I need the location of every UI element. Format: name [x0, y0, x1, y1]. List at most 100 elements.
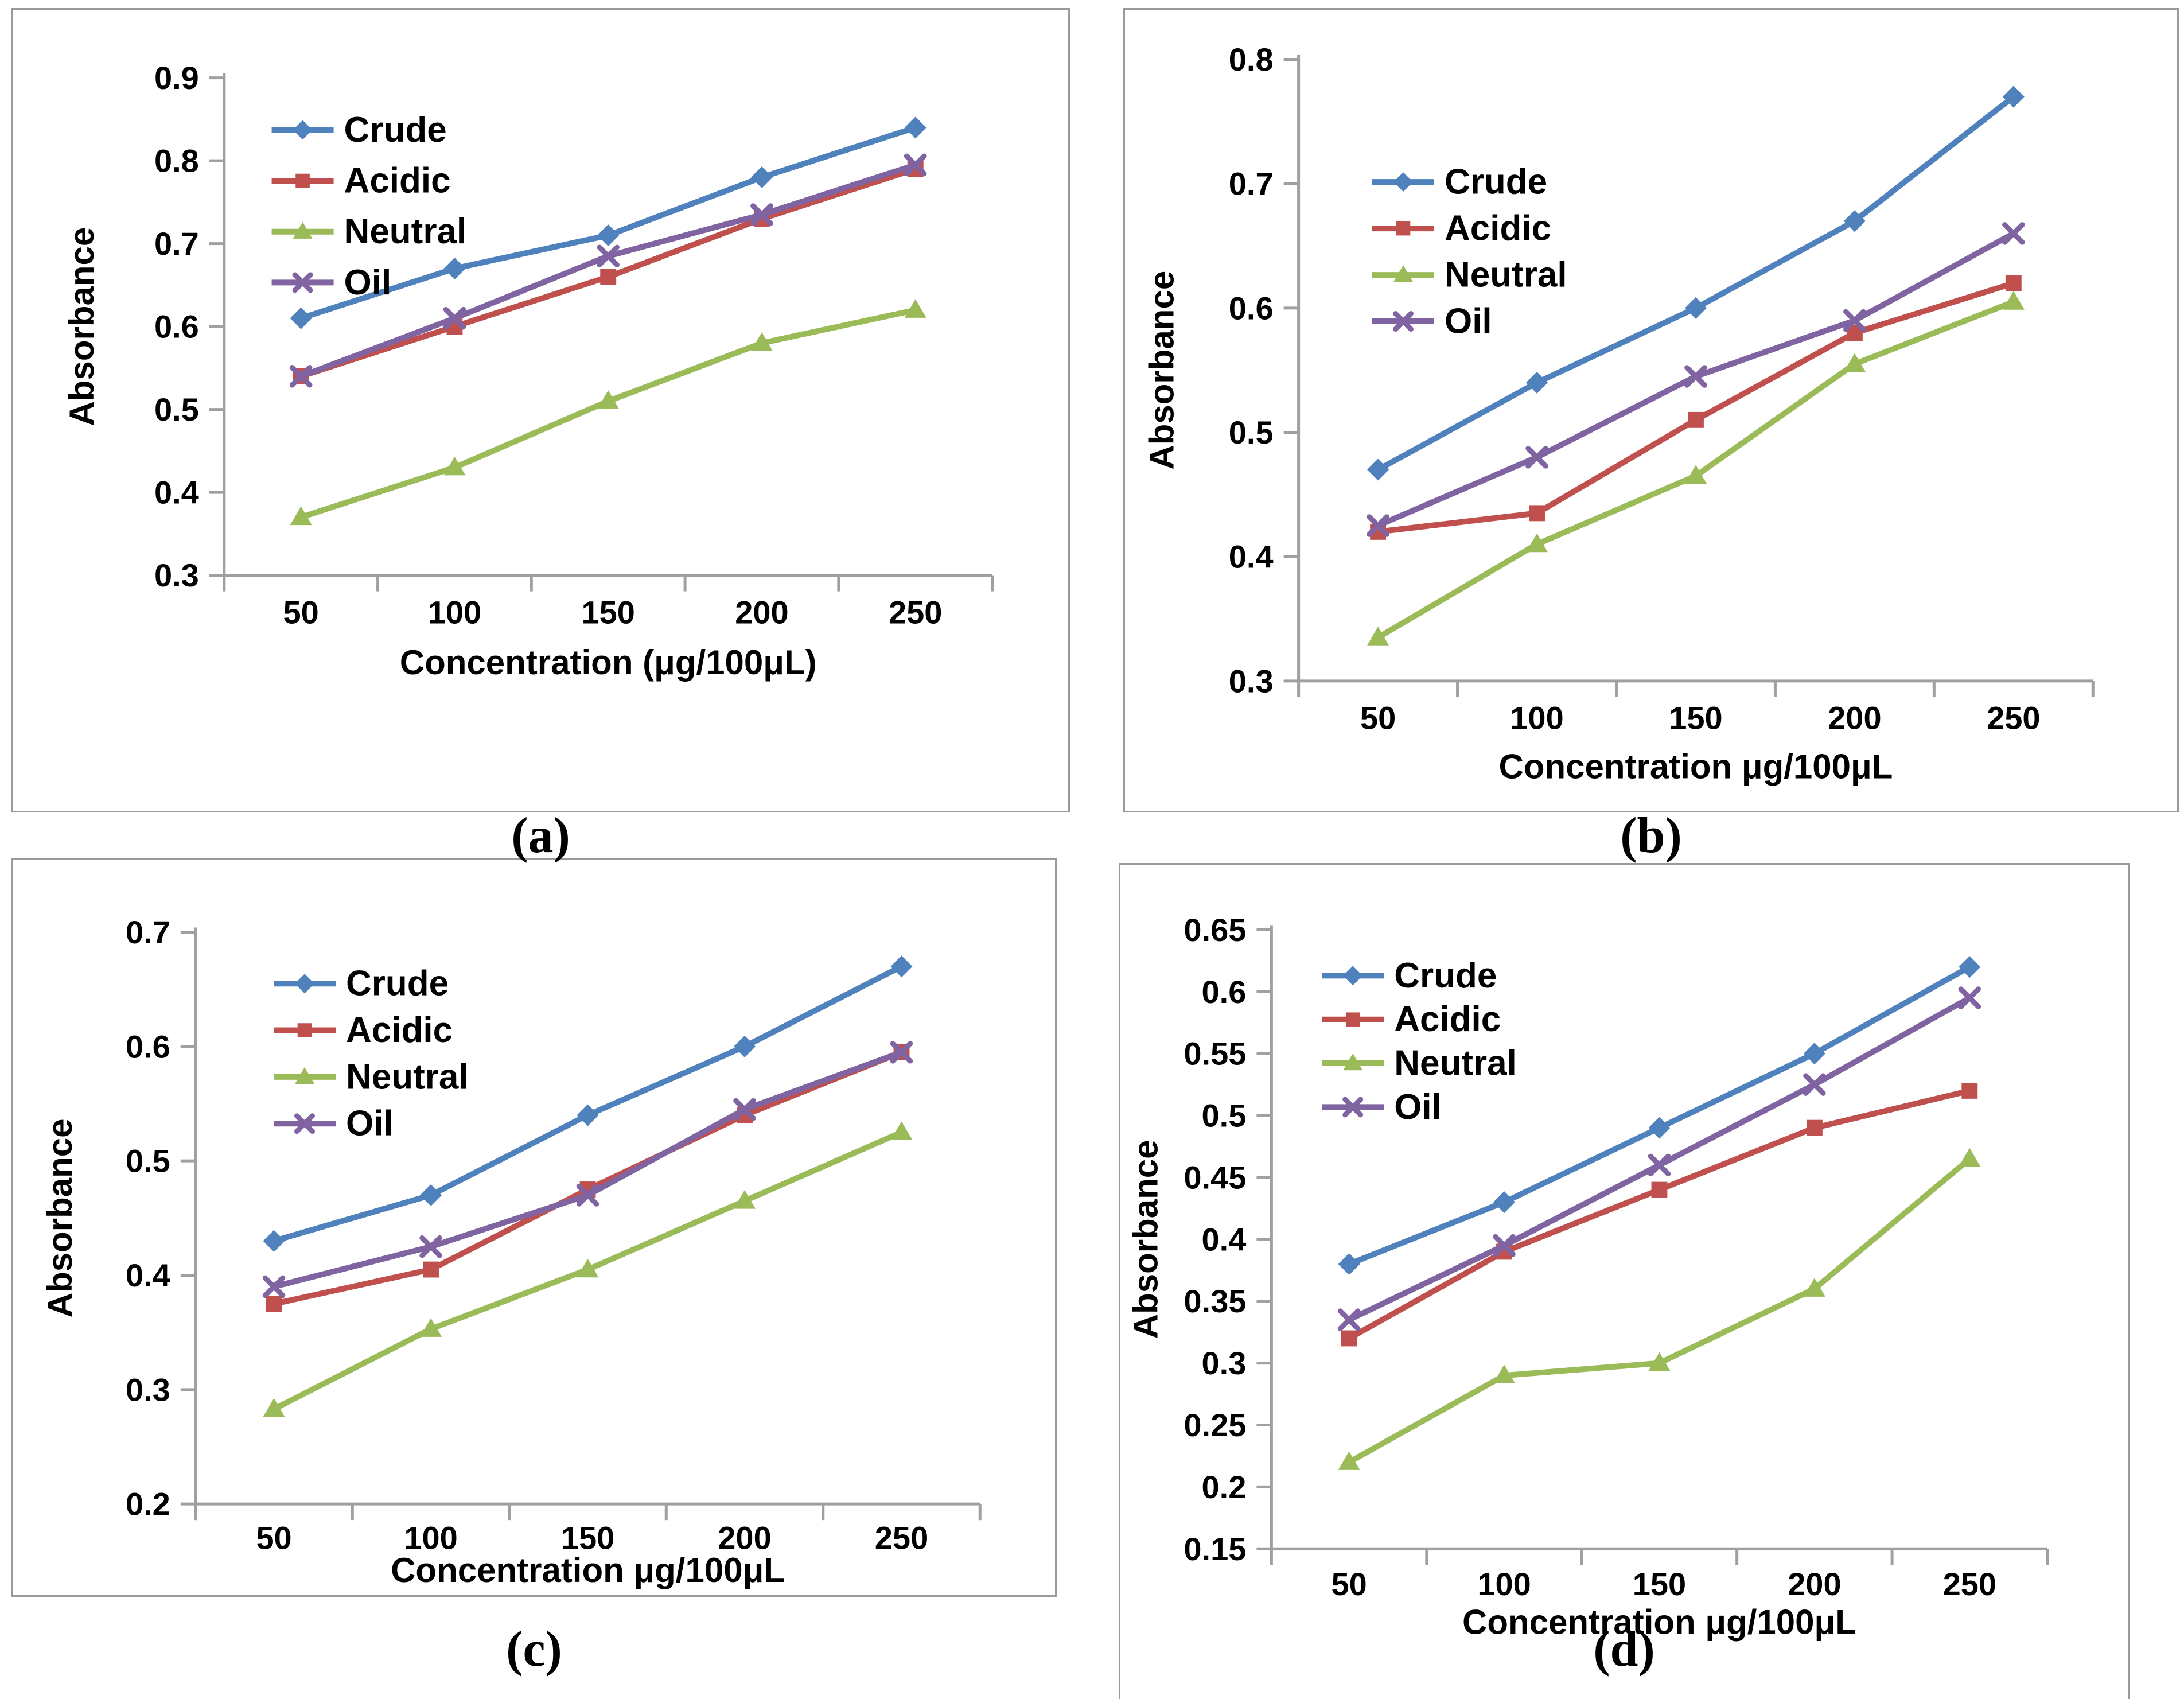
series-crude: [290, 116, 926, 329]
series-neutral: [263, 1121, 913, 1417]
x-tick-label: 100: [404, 1520, 457, 1556]
series-neutral: [1367, 291, 2025, 646]
legend-label: Crude: [346, 964, 449, 1004]
legend: Crude Acidic Neutral Oil: [1372, 162, 1567, 341]
marker-diamond: [750, 166, 773, 189]
marker-diamond: [295, 974, 314, 994]
marker-diamond: [1843, 210, 1866, 232]
marker-triangle: [2002, 291, 2025, 310]
marker-triangle: [1493, 1364, 1516, 1383]
series-crude: [1367, 85, 2025, 481]
y-tick-label: 0.3: [1202, 1345, 1247, 1381]
marker-diamond: [1526, 371, 1548, 394]
marker-x: [443, 306, 466, 330]
legend-item-crude: Crude: [271, 110, 447, 150]
x-tick-label: 100: [428, 594, 481, 630]
marker-triangle: [293, 221, 313, 239]
axes: 0.15 0.2 0.25 0.3 0.35 0.4 0.45 0.5 0.55 0.6 0.65 5…: [1184, 912, 2049, 1602]
x-tick-label: 150: [1669, 700, 1722, 736]
panel-c: 0.2 0.3 0.4 0.5 0.6 0.7 50 100 150 200 250 Absorban…: [11, 858, 1057, 1597]
marker-diamond: [443, 257, 466, 279]
marker-x: [904, 153, 927, 177]
y-tick-label: 0.45: [1184, 1159, 1246, 1195]
legend-label: Acidic: [1445, 209, 1551, 248]
legend-item-crude: Crude: [1372, 162, 1547, 202]
y-axis-title: Absorbance: [1126, 1140, 1165, 1339]
legend-label: Neutral: [344, 212, 467, 251]
marker-triangle: [1338, 1451, 1360, 1470]
series-oil: [289, 153, 927, 388]
marker-diamond: [1959, 956, 1981, 978]
marker-x: [1337, 1308, 1361, 1331]
series-oil: [1337, 986, 1981, 1331]
legend-item-neutral: Neutral: [271, 212, 467, 251]
chart-c: 0.2 0.3 0.4 0.5 0.6 0.7 50 100 150 200 250 Absorban…: [41, 914, 982, 1589]
marker-triangle: [290, 506, 312, 526]
marker-triangle: [420, 1318, 442, 1337]
legend-label: Crude: [1394, 956, 1497, 996]
chart-d: 0.15 0.2 0.25 0.3 0.35 0.4 0.45 0.5 0.55 0.6 0.65 5…: [1126, 912, 2049, 1642]
x-tick-label: 150: [1633, 1566, 1686, 1602]
marker-x: [597, 244, 620, 268]
y-tick-label: 0.4: [126, 1257, 170, 1293]
x-tick-label: 250: [889, 594, 942, 630]
legend-item-oil: Oil: [271, 263, 392, 302]
y-tick-label: 0.7: [154, 226, 199, 262]
marker-square: [295, 173, 310, 188]
marker-triangle: [890, 1121, 913, 1141]
y-tick-label: 0.6: [154, 309, 199, 345]
marker-x: [1648, 1153, 1671, 1177]
legend-label: Oil: [1394, 1087, 1442, 1127]
marker-square: [2005, 275, 2022, 291]
x-axis-title: Concentration μg/100μL: [391, 1551, 785, 1589]
chart-b: 0.3 0.4 0.5 0.6 0.7 0.8 50 100 150 200 250 Absorban…: [1143, 41, 2095, 786]
marker-triangle: [1526, 533, 1548, 553]
marker-x: [1843, 309, 1866, 332]
legend-label: Acidic: [1394, 1000, 1501, 1039]
marker-x: [1958, 986, 1981, 1009]
axes: 0.2 0.3 0.4 0.5 0.6 0.7 50 100 150 200 250: [126, 914, 982, 1556]
x-tick-label: 250: [1987, 700, 2040, 736]
marker-triangle: [1367, 627, 1389, 646]
marker-square: [1345, 1012, 1360, 1027]
x-tick-label: 50: [256, 1520, 291, 1556]
marker-x: [1493, 1234, 1516, 1257]
marker-diamond: [1684, 297, 1707, 319]
legend: Crude Acidic Neutral Oil: [1322, 956, 1517, 1127]
x-tick-label: 50: [283, 594, 319, 630]
series-line-neutral: [1346, 1156, 1973, 1465]
legend-item-acidic: Acidic: [1322, 1000, 1501, 1039]
panel-b: 0.3 0.4 0.5 0.6 0.7 0.8 50 100 150 200 250 Absorban…: [1123, 8, 2179, 812]
marker-triangle: [295, 1067, 314, 1084]
x-tick-label: 150: [581, 594, 634, 630]
marker-square: [1529, 505, 1545, 522]
caption-a: (a): [511, 808, 570, 864]
marker-x: [576, 1184, 599, 1207]
series-crude: [1338, 956, 1981, 1276]
y-tick-label: 0.3: [126, 1371, 170, 1408]
marker-diamond: [293, 120, 313, 140]
legend-label: Neutral: [346, 1057, 469, 1097]
legend-item-acidic: Acidic: [274, 1010, 453, 1050]
y-tick-label: 0.6: [126, 1028, 170, 1064]
marker-triangle: [1803, 1278, 1825, 1297]
marker-x: [289, 365, 313, 388]
y-tick-label: 0.5: [126, 1143, 170, 1179]
marker-square: [1961, 1082, 1978, 1099]
marker-square: [1396, 221, 1411, 236]
legend-label: Oil: [344, 263, 392, 302]
marker-triangle: [597, 390, 620, 409]
x-axis-title: Concentration μg/100μL: [1462, 1603, 1856, 1642]
y-tick-label: 0.65: [1184, 912, 1246, 948]
legend-item-neutral: Neutral: [1322, 1044, 1517, 1083]
series-neutral: [290, 299, 926, 526]
y-tick-label: 0.6: [1202, 974, 1247, 1010]
marker-triangle: [1959, 1148, 1981, 1167]
y-tick-label: 0.5: [154, 391, 199, 427]
marker-x: [294, 1113, 315, 1134]
legend-label: Oil: [1445, 302, 1492, 341]
x-tick-label: 100: [1477, 1566, 1531, 1602]
legend: Crude Acidic Neutral Oil: [274, 964, 469, 1144]
y-tick-label: 0.5: [1229, 414, 1274, 450]
